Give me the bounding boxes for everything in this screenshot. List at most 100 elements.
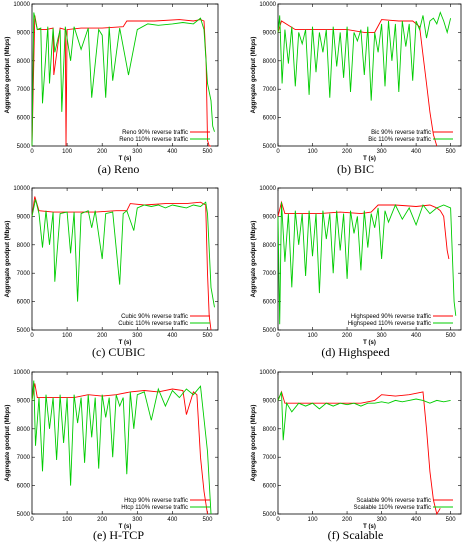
y-tick-label: 9000 (263, 30, 277, 36)
y-axis-label: Aggregate goodput (Mbps) (5, 221, 11, 298)
y-axis-label: Aggregate goodput (Mbps) (251, 405, 257, 482)
x-tick-label: 300 (377, 333, 388, 339)
x-tick-label: 0 (30, 517, 34, 523)
x-tick-label: 100 (308, 517, 319, 523)
series-line-red (31, 15, 211, 147)
series-line-green (277, 202, 457, 325)
x-tick-label: 200 (97, 333, 108, 339)
y-tick-label: 8000 (17, 243, 31, 249)
y-tick-label: 7000 (17, 87, 31, 93)
series-line-green (277, 11, 452, 101)
x-tick-label: 200 (342, 333, 353, 339)
x-tick-label: 500 (446, 149, 457, 155)
x-tick-label: 400 (167, 517, 178, 523)
x-tick-label: 0 (276, 517, 280, 523)
x-tick-label: 0 (276, 149, 280, 155)
x-tick-label: 500 (202, 149, 213, 155)
series-line-red (277, 200, 450, 260)
caption-reno: (a) Reno (97, 162, 140, 176)
chart-scalable: 5000 6000 7000 8000 9000 10000 0 100 200 300 400 50… (251, 370, 462, 530)
y-tick-label: 7000 (263, 271, 277, 277)
series-line-green (31, 380, 212, 515)
legend-label: Scalable 90% reverse traffic (356, 498, 431, 504)
legend-label: Htcp 110% reverse traffic (121, 505, 188, 511)
series-line-green (31, 199, 215, 308)
x-tick-label: 500 (202, 517, 213, 523)
chart-bic: 5000 6000 7000 8000 9000 10000 0 100 200 300 400 50… (251, 2, 462, 162)
series-line-red (31, 383, 208, 515)
x-axis-label: T (s) (363, 340, 376, 346)
legend-label: Reno 90% reverse traffic (122, 130, 188, 136)
chart-htcp: 5000 6000 7000 8000 9000 10000 0 100 200 300 400 50… (5, 370, 219, 530)
y-tick-label: 7000 (17, 455, 31, 461)
y-tick-label: 8000 (263, 427, 277, 433)
y-tick-label: 5000 (263, 144, 277, 150)
y-tick-label: 7000 (263, 87, 277, 93)
x-tick-label: 400 (167, 333, 178, 339)
x-tick-label: 400 (411, 333, 422, 339)
y-axis-label: Aggregate goodput (Mbps) (251, 37, 257, 114)
legend-label: Htcp 90% reverse traffic (124, 498, 188, 504)
y-tick-label: 10000 (259, 186, 276, 192)
caption-scalable: (f) Scalable (327, 528, 384, 542)
caption-highspeed: (d) Highspeed (321, 345, 390, 359)
legend-label: Cubic 110% reverse traffic (118, 321, 188, 327)
x-axis-label: T (s) (363, 156, 376, 162)
x-tick-label: 300 (132, 333, 143, 339)
y-tick-label: 6000 (17, 300, 31, 306)
legend-label: Reno 110% reverse traffic (119, 137, 188, 143)
legend-label: Scalable 110% reverse traffic (354, 505, 431, 511)
caption-bic: (b) BIC (337, 162, 374, 176)
y-tick-label: 9000 (17, 214, 31, 220)
x-axis-label: T (s) (119, 340, 132, 346)
y-tick-label: 5000 (17, 144, 31, 150)
plot-frame (277, 3, 462, 147)
x-tick-label: 100 (62, 333, 73, 339)
x-tick-label: 100 (62, 517, 73, 523)
plot-frame (277, 187, 462, 331)
chart-reno: 5000 6000 7000 8000 9000 10000 0 100 200 300 400 50… (5, 2, 219, 162)
series-line-green (31, 12, 215, 147)
legend-label: Bic 90% reverse traffic (371, 130, 431, 136)
x-tick-label: 0 (30, 333, 34, 339)
plot-frame (31, 371, 219, 515)
y-tick-label: 10000 (13, 370, 30, 376)
chart-highspeed: 5000 6000 7000 8000 9000 10000 0 100 200 300 400 50… (251, 186, 462, 346)
series-line-red (31, 196, 212, 331)
series-line-green (277, 391, 451, 441)
y-tick-label: 5000 (263, 328, 277, 334)
x-axis-label: T (s) (119, 524, 132, 530)
x-tick-label: 200 (342, 149, 353, 155)
x-tick-label: 500 (446, 517, 457, 523)
x-tick-label: 300 (377, 149, 388, 155)
chart-cubic: 5000 6000 7000 8000 9000 10000 0 100 200 300 400 50… (5, 186, 219, 346)
x-tick-label: 300 (377, 517, 388, 523)
caption-cubic: (c) CUBIC (92, 345, 145, 359)
y-tick-label: 8000 (17, 427, 31, 433)
legend-label: Highspeed 90% reverse traffic (351, 314, 431, 320)
y-tick-label: 6000 (263, 300, 277, 306)
x-axis-label: T (s) (119, 156, 132, 162)
x-tick-label: 500 (446, 333, 457, 339)
y-tick-label: 7000 (17, 271, 31, 277)
legend-label: Bic 110% reverse traffic (368, 137, 431, 143)
y-tick-label: 6000 (263, 484, 277, 490)
x-tick-label: 400 (411, 149, 422, 155)
series-line-red (277, 19, 438, 147)
x-tick-label: 0 (276, 333, 280, 339)
legend-label: Cubic 90% reverse traffic (121, 314, 188, 320)
x-tick-label: 100 (308, 333, 319, 339)
x-tick-label: 400 (411, 517, 422, 523)
plot-frame (31, 3, 219, 147)
x-tick-label: 200 (97, 149, 108, 155)
y-tick-label: 10000 (259, 2, 276, 8)
x-tick-label: 300 (132, 517, 143, 523)
x-tick-label: 100 (308, 149, 319, 155)
plot-frame (31, 187, 219, 331)
x-tick-label: 100 (62, 149, 73, 155)
legend-label: Highspeed 110% reverse traffic (348, 321, 431, 327)
y-axis-label: Aggregate goodput (Mbps) (5, 405, 11, 482)
x-axis-label: T (s) (363, 524, 376, 530)
